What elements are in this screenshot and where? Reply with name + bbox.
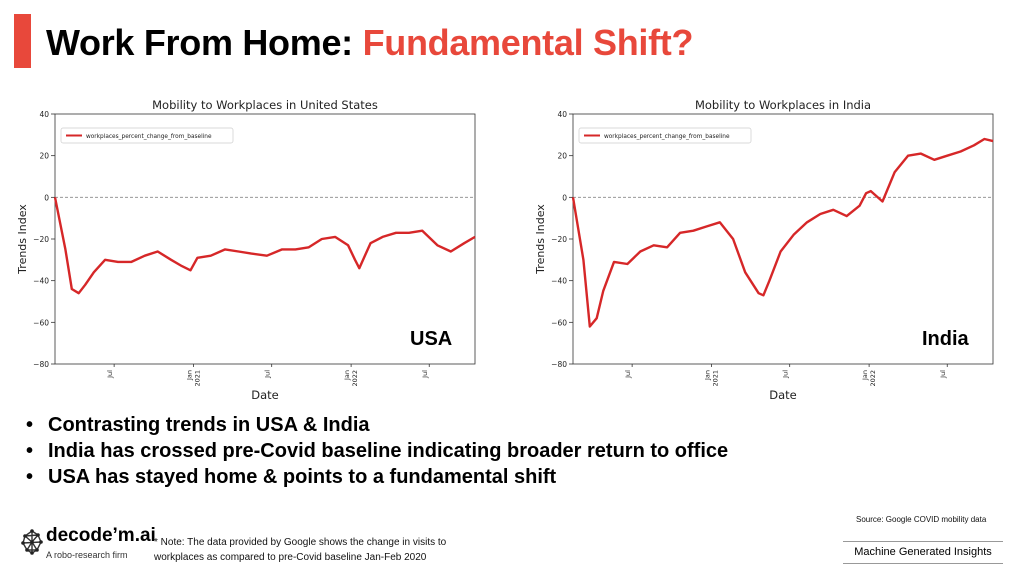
legend-box [60,127,234,144]
x-tick-label: Jul [106,370,114,379]
x-tick-label: Jan [861,370,869,381]
chart-usa-svg: Mobility to Workplaces in United States 4… [16,98,476,402]
y-tick-label: 20 [557,152,567,161]
legend-label: workplaces_percent_change_from_baseline [86,134,212,140]
x-tick-label: Jul [939,370,947,379]
logo-name: decode’m.ai [46,525,156,546]
y-tick-label: 20 [39,152,49,161]
y-tick-label: 0 [562,193,567,202]
country-label-india: India [922,328,969,350]
x-tick-label: 2021 [194,370,202,387]
y-tick-label: 40 [39,110,49,119]
accent-bar [14,14,31,68]
source-note: Source: Google COVID mobility data [856,515,987,524]
y-tick-label: −80 [33,360,49,369]
x-tick-label: Jul [624,370,632,379]
y-tick-label: −20 [33,235,49,244]
chart-title: Mobility to Workplaces in United States [152,98,378,112]
bullet-item: India has crossed pre-Covid baseline ind… [26,438,728,464]
page-title: Work From Home: Fundamental Shift? [46,22,693,64]
y-tick-label: −80 [551,360,567,369]
plot-frame [572,113,994,365]
footer-tag: Machine Generated Insights [843,541,1003,564]
y-axis-label: Trends Index [16,204,29,275]
bullet-item: USA has stayed home & points to a fundam… [26,464,728,490]
series-line [53,197,476,295]
x-tick-label: Jul [782,370,790,379]
x-tick-label: 2022 [869,370,877,387]
x-tick-label: Jan [343,370,351,381]
y-tick-label: −60 [33,318,49,327]
brain-circuit-icon [21,529,43,555]
bullet-item: Contrasting trends in USA & India [26,412,728,438]
x-tick-label: Jan [186,370,194,381]
y-tick-label: 40 [557,110,567,119]
x-tick-label: Jul [264,370,272,379]
title-prefix: Work From Home: [46,22,363,63]
series-line [571,137,994,328]
legend-label: workplaces_percent_change_from_baseline [604,134,730,140]
y-axis-label: Trends Index [534,204,547,275]
y-tick-label: −20 [551,235,567,244]
title-highlight: Fundamental Shift? [362,22,694,63]
y-tick-label: −40 [33,277,49,286]
chart-india-svg: Mobility to Workplaces in India 40 20 0 −20 −… [534,98,994,402]
x-axis-label: Date [251,388,279,402]
chart-usa: Mobility to Workplaces in United States 4… [12,96,482,406]
logo: decode’m.ai A robo-research firm [20,525,156,561]
logo-tagline: A robo-research firm [46,550,128,560]
x-tick-label: Jul [421,370,429,379]
y-tick-label: −60 [551,318,567,327]
chart-india: Mobility to Workplaces in India 40 20 0 −20 −… [530,96,1000,406]
plot-frame [54,113,476,365]
footnote: * Note: The data provided by Google show… [154,537,447,563]
legend-box [578,127,752,144]
country-label-usa: USA [410,328,453,350]
y-tick-label: 0 [44,193,49,202]
bullet-list: Contrasting trends in USA & India India … [26,412,728,490]
x-tick-label: 2022 [351,370,359,387]
chart-title: Mobility to Workplaces in India [695,98,871,112]
x-axis-label: Date [769,388,797,402]
y-tick-label: −40 [551,277,567,286]
x-tick-label: 2021 [712,370,720,387]
x-tick-label: Jan [704,370,712,381]
